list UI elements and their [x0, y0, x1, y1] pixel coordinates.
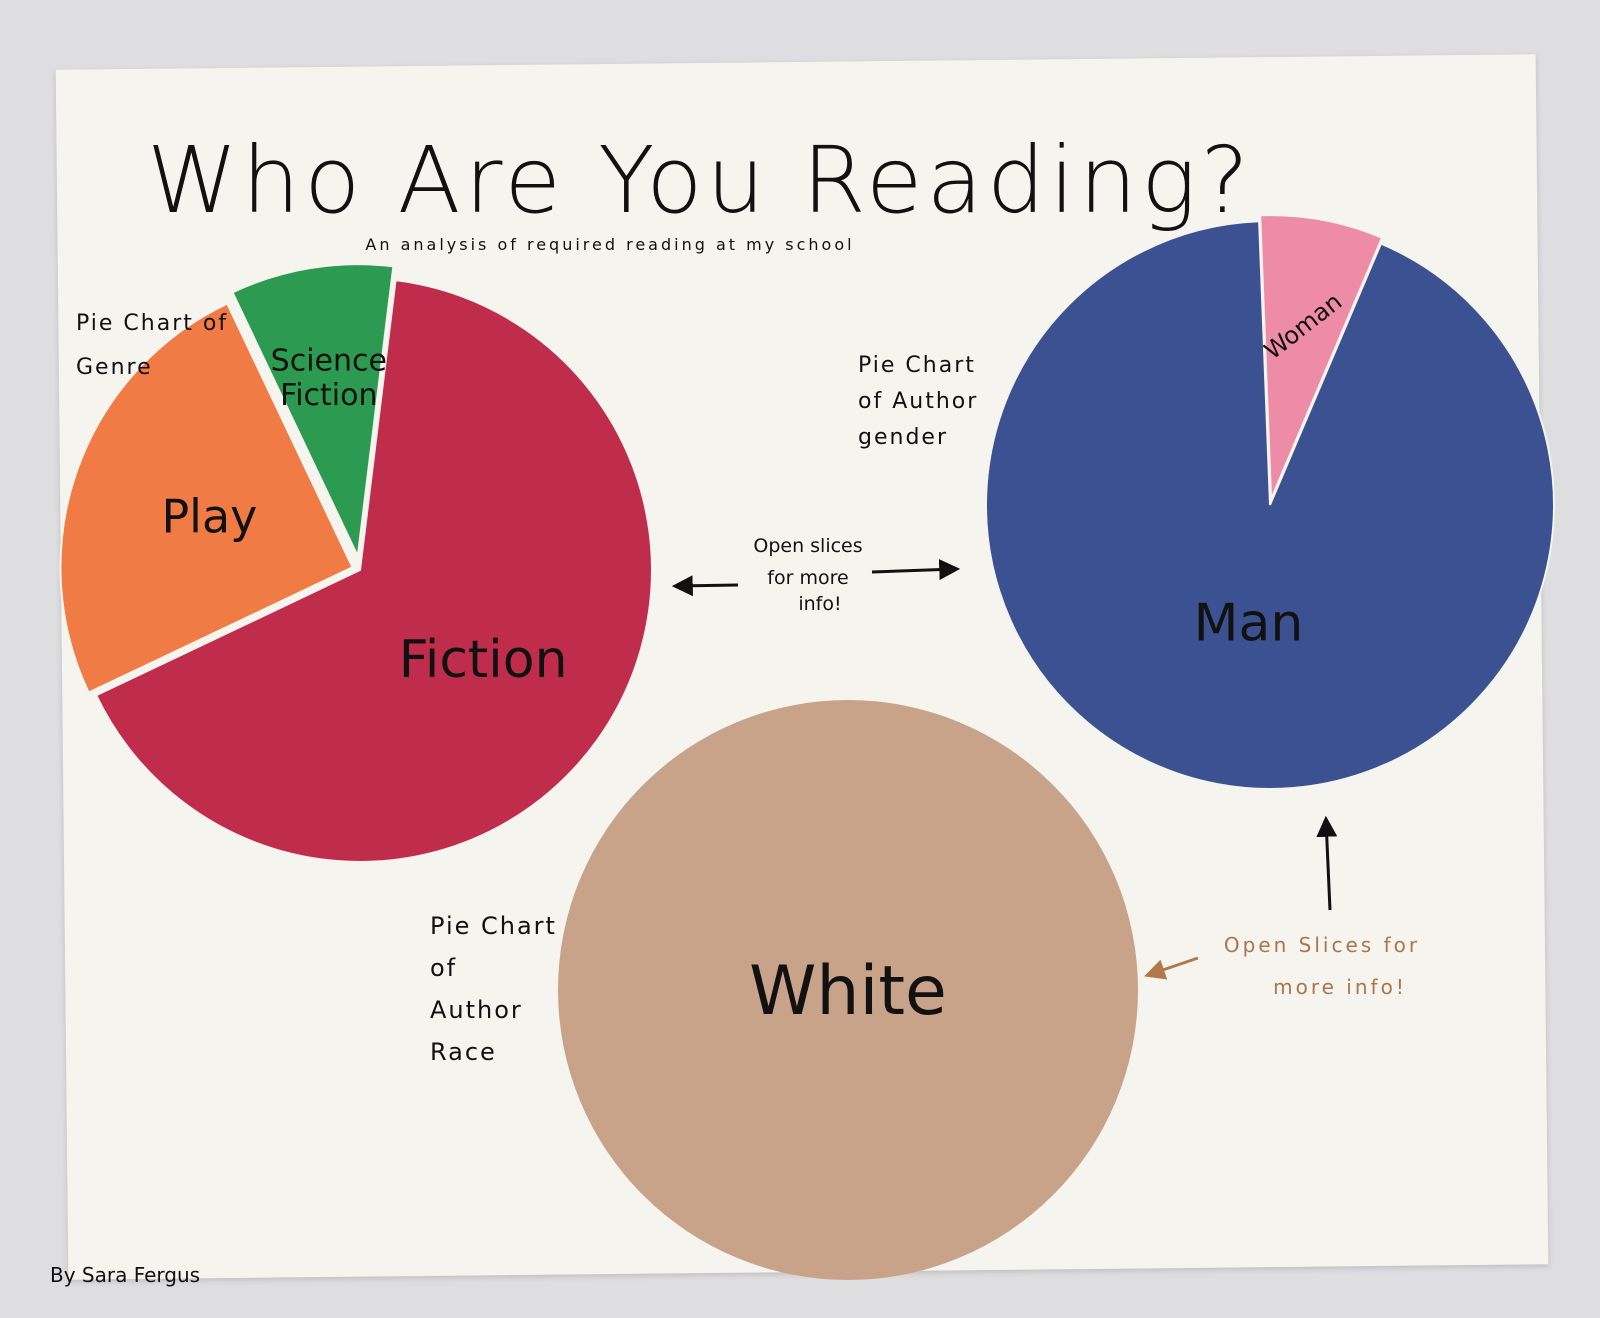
pie-chart-author-race: White [558, 700, 1138, 1280]
slice-woman [1259, 214, 1384, 500]
poster-subtitle: An analysis of required reading at my sc… [365, 235, 854, 254]
slice-label-man: Man [1194, 594, 1304, 654]
chart-title-line: Race [430, 1038, 497, 1066]
note-left-line-1: Open slices [753, 535, 862, 557]
slice-man [985, 220, 1555, 790]
gender-chart-title: Pie Chart of Author gender [858, 353, 978, 450]
note-left-line-2: for more [767, 567, 848, 589]
open-slices-note-left: Open slices for more info! [671, 535, 961, 615]
pie-chart-genre: Fiction Play Science Fiction [59, 263, 653, 863]
note-right-line-1: Open Slices for [1224, 933, 1420, 957]
slice-white [558, 700, 1138, 1280]
poster-title: Who Are You Reading? [147, 127, 1253, 234]
chart-title-line: Author [430, 996, 523, 1024]
slice-play [59, 302, 354, 694]
chart-title-line: Genre [76, 355, 153, 380]
arrow-right-icon [871, 559, 961, 581]
chart-title-line: gender [858, 425, 948, 450]
chart-title-line: of [430, 954, 457, 982]
slice-label-play: Play [161, 489, 257, 543]
slice-label-science-fiction: Science Fiction [271, 344, 387, 414]
chart-title-line: Pie Chart of [76, 311, 228, 336]
slice-label-fiction: Fiction [399, 630, 568, 690]
slice-label-white: White [749, 952, 947, 1031]
open-slices-note-right: Open Slices for more info! [1144, 815, 1420, 999]
slice-science-fiction [231, 263, 395, 560]
genre-chart-title: Pie Chart of Genre [76, 311, 228, 380]
race-chart-title: Pie Chart of Author Race [430, 912, 557, 1066]
arrow-left-icon [671, 575, 739, 597]
note-left-line-3: info! [798, 593, 841, 615]
note-right-line-2: more info! [1273, 975, 1407, 999]
chart-title-line: Pie Chart [858, 353, 976, 378]
chart-title-line: of Author [858, 389, 978, 414]
arrow-left-brown-icon [1144, 956, 1199, 980]
slice-fiction [94, 279, 653, 863]
poster-author: By Sara Fergus [50, 1263, 200, 1287]
arrow-up-icon [1316, 815, 1338, 911]
chart-title-line: Pie Chart [430, 912, 557, 940]
